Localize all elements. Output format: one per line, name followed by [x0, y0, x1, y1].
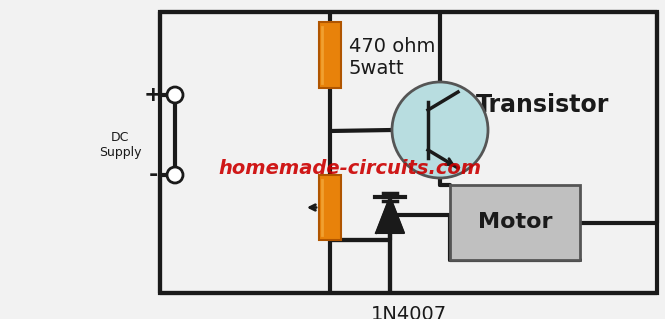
- Circle shape: [167, 167, 183, 183]
- Bar: [319, 22, 341, 88]
- Text: 470 ohm: 470 ohm: [349, 38, 436, 56]
- Bar: [160, 12, 657, 293]
- Text: +: +: [144, 85, 162, 105]
- Bar: [450, 185, 580, 260]
- Text: Transistor: Transistor: [476, 93, 610, 117]
- Bar: [319, 175, 341, 240]
- Circle shape: [167, 87, 183, 103]
- Text: homemade-circuits.com: homemade-circuits.com: [218, 159, 481, 177]
- Text: Motor: Motor: [477, 212, 552, 233]
- Text: 1N4007: 1N4007: [370, 306, 447, 319]
- Text: DC
Supply: DC Supply: [98, 131, 141, 159]
- Text: -: -: [148, 165, 158, 185]
- Text: 5watt: 5watt: [349, 60, 404, 78]
- Circle shape: [392, 82, 488, 178]
- Polygon shape: [376, 197, 404, 233]
